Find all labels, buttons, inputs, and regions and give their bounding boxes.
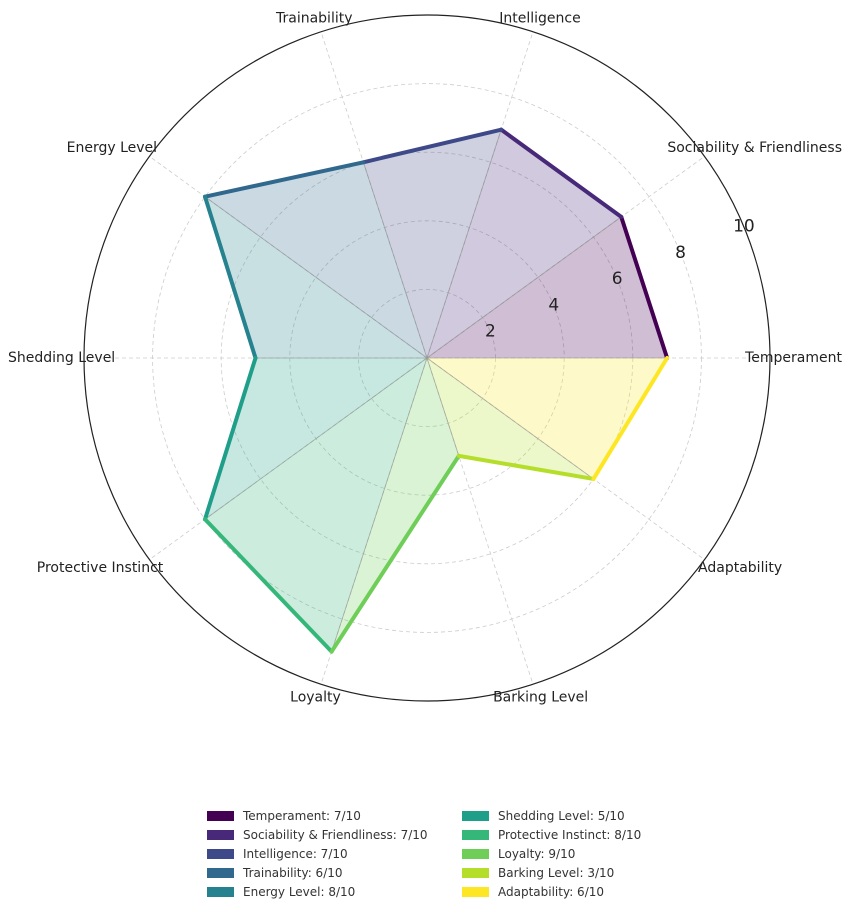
data-edge <box>203 517 334 654</box>
legend: Temperament: 7/10 Shedding Level: 5/10 S… <box>207 806 662 901</box>
category-label: Intelligence <box>499 10 580 26</box>
category-label: Sociability & Friendliness <box>667 140 842 156</box>
legend-label: Sociability & Friendliness: 7/10 <box>243 827 428 842</box>
category-label: Protective Instinct <box>37 560 164 576</box>
radial-tick-label: 4 <box>548 295 559 315</box>
legend-swatch <box>207 829 234 840</box>
data-edge <box>203 160 366 199</box>
legend-label: Protective Instinct: 8/10 <box>498 827 642 842</box>
category-label: Trainability <box>275 10 353 26</box>
radial-tick-label: 2 <box>485 322 496 342</box>
legend-swatch <box>207 867 234 878</box>
legend-swatch <box>207 848 234 859</box>
legend-item: Shedding Level: 5/10 <box>462 806 662 825</box>
legend-item: Energy Level: 8/10 <box>207 882 462 901</box>
category-label: Temperament <box>744 350 842 366</box>
legend-label: Shedding Level: 5/10 <box>498 808 625 823</box>
category-label: Shedding Level <box>8 350 115 366</box>
legend-swatch <box>207 886 234 897</box>
data-edge <box>203 356 258 522</box>
data-edge <box>456 453 596 481</box>
legend-label: Adaptability: 6/10 <box>498 884 605 899</box>
legend-item: Loyalty: 9/10 <box>462 844 662 863</box>
radial-tick-label: 10 <box>733 217 755 237</box>
legend-item: Temperament: 7/10 <box>207 806 462 825</box>
category-label: Loyalty <box>290 690 341 706</box>
legend-label: Energy Level: 8/10 <box>243 884 356 899</box>
legend-swatch <box>207 810 234 821</box>
legend-swatch <box>462 848 489 859</box>
legend-swatch <box>462 810 489 821</box>
category-label: Barking Level <box>493 690 588 706</box>
legend-item: Adaptability: 6/10 <box>462 882 662 901</box>
category-label: Adaptability <box>698 560 782 576</box>
data-edge <box>619 214 670 360</box>
legend-label: Temperament: 7/10 <box>243 808 361 823</box>
data-edge <box>361 127 504 165</box>
legend-label: Trainability: 6/10 <box>243 865 343 880</box>
legend-swatch <box>462 867 489 878</box>
outer-frame <box>83 14 771 702</box>
legend-label: Intelligence: 7/10 <box>243 846 348 861</box>
legend-item: Trainability: 6/10 <box>207 863 462 882</box>
legend-item: Sociability & Friendliness: 7/10 <box>207 825 462 844</box>
category-label: Energy Level <box>67 140 157 156</box>
legend-swatch <box>462 886 489 897</box>
data-edge <box>591 356 670 481</box>
legend-label: Loyalty: 9/10 <box>498 846 576 861</box>
radial-tick-label: 6 <box>612 269 623 289</box>
radial-tick-label: 8 <box>675 243 686 263</box>
data-edge <box>499 127 624 219</box>
legend-label: Barking Level: 3/10 <box>498 865 615 880</box>
legend-swatch <box>462 829 489 840</box>
legend-item: Barking Level: 3/10 <box>462 863 662 882</box>
legend-item: Protective Instinct: 8/10 <box>462 825 662 844</box>
legend-item: Intelligence: 7/10 <box>207 844 462 863</box>
data-edge <box>203 194 258 360</box>
data-edge <box>329 453 461 654</box>
